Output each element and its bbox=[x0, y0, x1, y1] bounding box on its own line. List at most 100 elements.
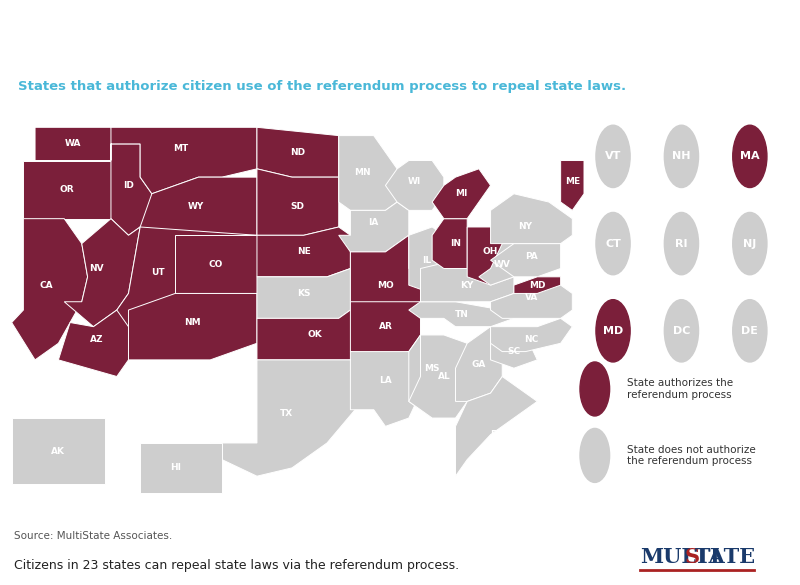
Polygon shape bbox=[257, 227, 350, 277]
Polygon shape bbox=[210, 343, 374, 476]
Polygon shape bbox=[140, 443, 222, 493]
Text: CO: CO bbox=[209, 260, 223, 269]
Polygon shape bbox=[111, 128, 257, 194]
Text: OK: OK bbox=[308, 331, 322, 339]
Polygon shape bbox=[338, 136, 397, 211]
Polygon shape bbox=[257, 310, 374, 360]
Text: MD: MD bbox=[529, 281, 546, 290]
Text: MD: MD bbox=[603, 326, 623, 336]
Text: WA: WA bbox=[65, 139, 82, 149]
Polygon shape bbox=[490, 326, 538, 368]
Polygon shape bbox=[111, 144, 152, 235]
Polygon shape bbox=[409, 335, 455, 418]
Polygon shape bbox=[561, 160, 584, 211]
Polygon shape bbox=[23, 160, 111, 219]
Text: KY: KY bbox=[461, 281, 474, 290]
Text: ID: ID bbox=[123, 181, 134, 190]
Circle shape bbox=[664, 212, 698, 275]
Text: MO: MO bbox=[377, 281, 394, 290]
Text: FL: FL bbox=[490, 430, 502, 439]
Polygon shape bbox=[140, 177, 257, 235]
Text: UT: UT bbox=[151, 268, 165, 277]
Polygon shape bbox=[257, 128, 338, 177]
Circle shape bbox=[733, 125, 767, 188]
Text: SC: SC bbox=[507, 347, 521, 356]
Circle shape bbox=[596, 212, 630, 275]
Text: AK: AK bbox=[51, 447, 66, 456]
Text: Citizens in 23 states can repeal state laws via the referendum process.: Citizens in 23 states can repeal state l… bbox=[14, 559, 459, 573]
Polygon shape bbox=[479, 243, 514, 285]
Text: WY: WY bbox=[187, 202, 204, 211]
Polygon shape bbox=[467, 227, 514, 285]
Text: AL: AL bbox=[438, 372, 450, 381]
Polygon shape bbox=[338, 202, 409, 252]
Circle shape bbox=[664, 125, 698, 188]
Text: MT: MT bbox=[174, 143, 189, 153]
Text: States that authorize citizen use of the referendum process to repeal state laws: States that authorize citizen use of the… bbox=[18, 80, 626, 93]
Text: LA: LA bbox=[379, 376, 392, 385]
Text: S: S bbox=[685, 547, 700, 567]
Text: MI: MI bbox=[455, 190, 467, 198]
Text: IN: IN bbox=[450, 239, 461, 248]
Circle shape bbox=[580, 362, 610, 416]
Text: State authorizes the
referendum process: State authorizes the referendum process bbox=[626, 378, 733, 400]
Polygon shape bbox=[257, 269, 350, 318]
Text: TX: TX bbox=[279, 410, 293, 418]
Polygon shape bbox=[455, 377, 538, 476]
Text: RI: RI bbox=[675, 239, 688, 249]
Polygon shape bbox=[257, 169, 338, 235]
Text: NJ: NJ bbox=[743, 239, 757, 249]
Polygon shape bbox=[409, 335, 467, 418]
Polygon shape bbox=[12, 418, 105, 484]
Polygon shape bbox=[421, 260, 514, 302]
Polygon shape bbox=[35, 128, 117, 160]
Text: WI: WI bbox=[408, 177, 422, 186]
Polygon shape bbox=[117, 227, 257, 326]
Text: Source: MultiState Associates.: Source: MultiState Associates. bbox=[14, 531, 173, 541]
Polygon shape bbox=[409, 302, 514, 326]
Polygon shape bbox=[490, 243, 561, 277]
Text: NC: NC bbox=[524, 335, 538, 343]
Text: NH: NH bbox=[672, 152, 690, 161]
Polygon shape bbox=[350, 352, 421, 426]
Polygon shape bbox=[514, 277, 561, 294]
Text: NE: NE bbox=[297, 247, 310, 256]
Polygon shape bbox=[12, 219, 88, 360]
Text: Direct Democracy in the States: Referendum: Direct Democracy in the States: Referend… bbox=[18, 29, 672, 57]
Polygon shape bbox=[490, 318, 572, 352]
Circle shape bbox=[733, 300, 767, 362]
Text: AZ: AZ bbox=[90, 335, 103, 343]
Text: HI: HI bbox=[170, 463, 181, 472]
Circle shape bbox=[596, 300, 630, 362]
Text: CA: CA bbox=[40, 281, 54, 290]
Text: PA: PA bbox=[525, 252, 538, 260]
Text: AR: AR bbox=[378, 322, 392, 331]
Polygon shape bbox=[64, 219, 140, 326]
Polygon shape bbox=[58, 310, 129, 377]
Text: MS: MS bbox=[425, 364, 440, 373]
Text: ND: ND bbox=[290, 148, 306, 157]
Text: NY: NY bbox=[518, 222, 533, 232]
Polygon shape bbox=[455, 326, 502, 401]
Text: IA: IA bbox=[369, 218, 379, 228]
Text: OH: OH bbox=[483, 247, 498, 256]
Text: MA: MA bbox=[740, 152, 760, 161]
Polygon shape bbox=[129, 294, 257, 360]
Text: NV: NV bbox=[89, 264, 104, 273]
Text: VA: VA bbox=[525, 293, 538, 302]
Text: WV: WV bbox=[494, 260, 510, 269]
Text: ME: ME bbox=[565, 177, 580, 186]
Text: MN: MN bbox=[354, 168, 370, 177]
Text: OR: OR bbox=[60, 185, 74, 194]
Text: GA: GA bbox=[472, 360, 486, 369]
Polygon shape bbox=[490, 285, 572, 318]
Text: NM: NM bbox=[185, 318, 201, 327]
Text: VT: VT bbox=[605, 152, 622, 161]
Circle shape bbox=[664, 300, 698, 362]
Polygon shape bbox=[350, 235, 421, 318]
Polygon shape bbox=[386, 160, 444, 211]
Circle shape bbox=[596, 125, 630, 188]
Circle shape bbox=[733, 212, 767, 275]
Polygon shape bbox=[409, 227, 444, 294]
Text: State does not authorize
the referendum process: State does not authorize the referendum … bbox=[626, 445, 755, 466]
